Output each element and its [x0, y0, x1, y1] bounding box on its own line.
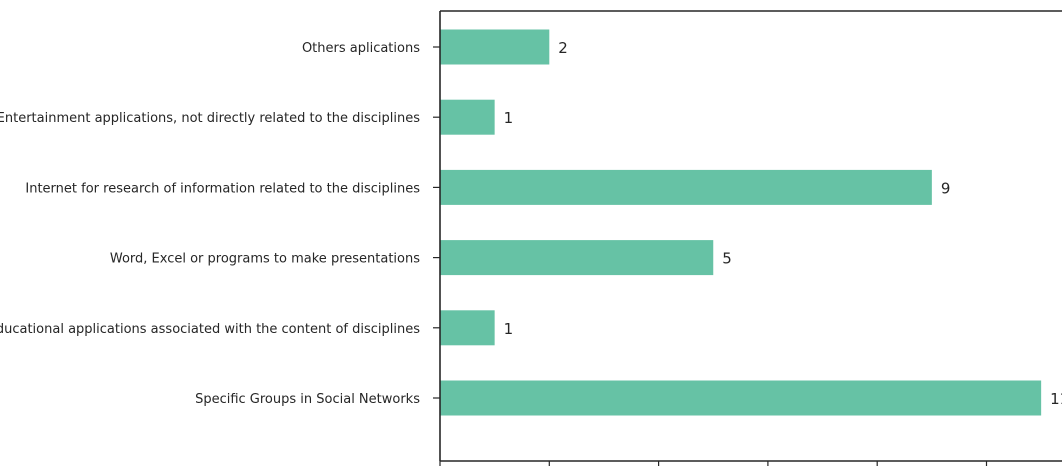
- category-label: Entertainment applications, not directly…: [0, 111, 420, 126]
- value-label: 5: [722, 250, 732, 268]
- category-labels-group: Others aplications Entertainment applicat…: [0, 41, 440, 407]
- category-label: Word, Excel or programs to make presenta…: [110, 252, 420, 267]
- value-label: 1: [504, 109, 514, 127]
- bar: [440, 381, 1041, 416]
- bar: [440, 310, 495, 345]
- value-label: 2: [558, 39, 568, 57]
- value-label: 9: [941, 179, 951, 197]
- bar: [440, 170, 932, 205]
- value-labels-group: 2195111: [504, 39, 1062, 408]
- category-label: Specific Groups in Social Networks: [195, 392, 420, 407]
- category-label: Internet for research of information rel…: [25, 181, 420, 196]
- bar: [440, 30, 549, 65]
- bar: [440, 240, 713, 275]
- category-label: Educational applications associated with…: [0, 322, 420, 337]
- value-label: 1: [504, 320, 514, 338]
- bar: [440, 100, 495, 135]
- category-label: Others aplications: [302, 41, 420, 56]
- bars-group: [440, 30, 1041, 416]
- value-label: 11: [1050, 390, 1062, 408]
